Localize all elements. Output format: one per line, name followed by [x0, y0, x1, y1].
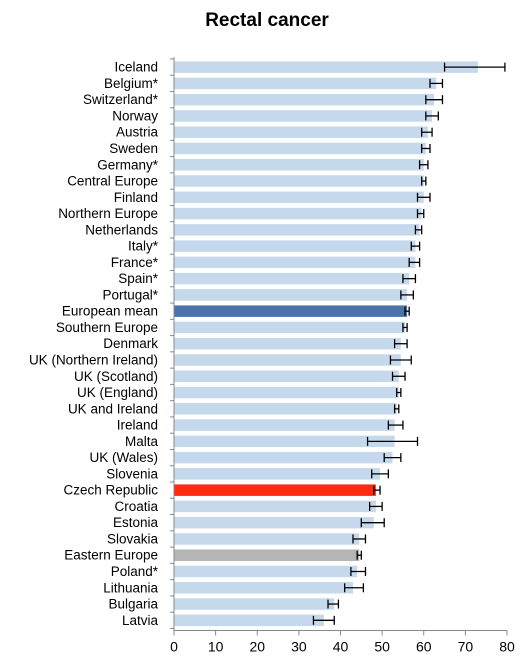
bar: [174, 500, 376, 513]
category-label: Belgium*: [104, 76, 159, 91]
category-label: Italy*: [128, 239, 159, 254]
category-label: Portugal*: [102, 287, 158, 302]
category-label: Latvia: [122, 613, 159, 628]
category-label: Netherlands: [85, 222, 158, 237]
category-label: Spain*: [118, 271, 159, 286]
category-label: Ireland: [117, 418, 158, 433]
bar: [174, 110, 433, 122]
category-label: Norway: [112, 108, 158, 123]
bar: [174, 321, 406, 334]
x-tick-label: 50: [374, 638, 390, 654]
category-label: Denmark: [103, 336, 158, 351]
category-label: Finland: [114, 190, 158, 205]
category-label: UK (England): [77, 385, 158, 400]
category-label: Northern Europe: [58, 206, 158, 221]
bar: [174, 582, 353, 594]
bar: [174, 419, 395, 431]
bar: [174, 305, 408, 317]
category-label: Poland*: [111, 564, 159, 579]
bar: [174, 77, 437, 90]
category-label: UK (Scotland): [74, 369, 158, 384]
bar: [174, 354, 401, 366]
bar: [174, 516, 374, 529]
bar: [174, 435, 395, 448]
bar: [174, 549, 360, 561]
bar: [174, 484, 376, 496]
x-tick-label: 70: [458, 638, 474, 654]
bar: [174, 191, 424, 204]
category-label: UK and Ireland: [68, 401, 158, 416]
category-label: Lithuania: [103, 580, 158, 595]
category-label: Sweden: [109, 141, 158, 156]
bar: [174, 272, 410, 285]
category-label: Slovakia: [107, 531, 159, 546]
category-label: Croatia: [114, 499, 158, 514]
x-tick-label: 30: [291, 638, 307, 654]
bar: [174, 565, 358, 578]
bar: [174, 533, 360, 545]
bar: [174, 175, 424, 187]
bar: [174, 386, 399, 399]
category-label: Central Europe: [67, 174, 158, 189]
category-label: European mean: [62, 304, 158, 319]
category-label: Czech Republic: [63, 483, 158, 498]
x-tick-label: 10: [208, 638, 224, 654]
bar: [174, 289, 408, 301]
x-tick-label: 20: [249, 638, 265, 654]
category-label: UK (Northern Ireland): [29, 353, 158, 368]
bar: [174, 142, 426, 155]
category-label: Estonia: [113, 515, 159, 530]
x-tick-label: 40: [333, 638, 349, 654]
bar: [174, 93, 435, 106]
x-tick-label: 60: [416, 638, 432, 654]
bar: [174, 207, 422, 220]
bar: [174, 224, 420, 236]
category-label: Southern Europe: [56, 320, 158, 335]
category-label: Malta: [125, 434, 159, 449]
bar: [174, 159, 424, 171]
bar: [174, 468, 381, 480]
category-label: Austria: [116, 125, 159, 140]
bar: [174, 451, 393, 464]
category-label: Germany*: [97, 157, 159, 172]
category-label: Iceland: [114, 60, 158, 75]
category-label: UK (Wales): [89, 450, 158, 465]
category-label: Bulgaria: [108, 597, 158, 612]
category-label: France*: [111, 255, 159, 270]
chart-title: Rectal cancer: [205, 10, 329, 31]
category-label: Switzerland*: [83, 92, 159, 107]
bar: [174, 614, 324, 627]
bar: [174, 126, 428, 138]
bar: [174, 61, 478, 73]
bar: [174, 370, 399, 383]
bar: [174, 337, 401, 350]
category-label: Eastern Europe: [64, 548, 158, 563]
category-label: Slovenia: [106, 466, 158, 481]
x-tick-label: 80: [499, 638, 515, 654]
x-tick-label: 0: [170, 638, 178, 654]
bar: [174, 598, 335, 610]
bar: [174, 240, 416, 252]
bar: [174, 403, 397, 415]
bar: [174, 256, 416, 269]
